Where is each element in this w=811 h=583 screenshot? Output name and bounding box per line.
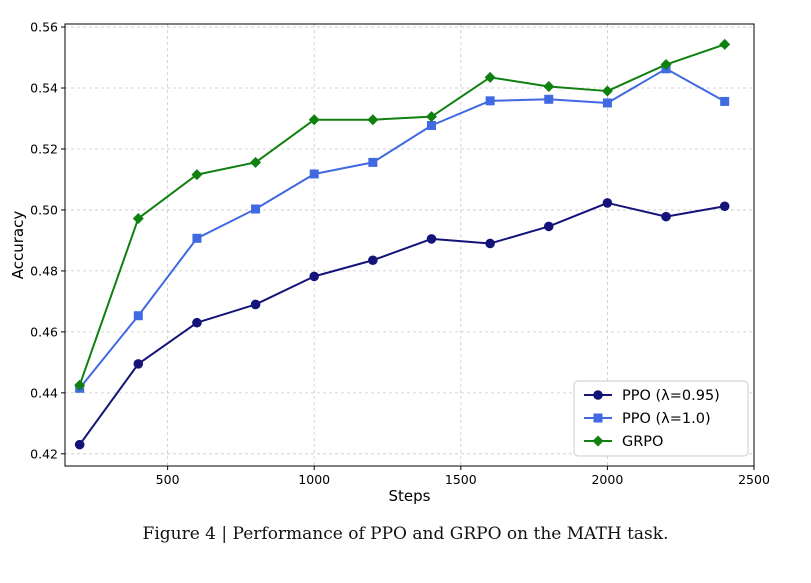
data-point — [425, 111, 437, 123]
data-point — [309, 169, 319, 179]
data-point — [250, 156, 262, 168]
data-point — [484, 71, 496, 83]
grid — [65, 24, 755, 466]
x-tick-label: 1000 — [298, 472, 330, 487]
x-tick-label: 2000 — [591, 472, 623, 487]
line-chart: 500 1000 1500 2000 2500 0.42 0.44 0.46 0.48 0.50 0… — [9, 20, 770, 505]
legend: PPO (λ=0.95) PPO (λ=1.0) GRPO — [573, 380, 749, 457]
data-point — [426, 121, 436, 131]
x-tick-label: 2500 — [738, 472, 770, 487]
data-point — [485, 96, 495, 106]
data-point — [602, 198, 613, 208]
data-point — [485, 238, 495, 249]
legend-marker — [592, 435, 604, 447]
legend-item: PPO (λ=1.0) — [584, 411, 711, 427]
data-point — [368, 255, 378, 266]
data-point — [368, 157, 378, 167]
figure-caption: Figure 4 | Performance of PPO and GRPO o… — [142, 524, 669, 544]
data-point — [602, 98, 612, 108]
data-point — [543, 221, 554, 232]
series-layer — [74, 38, 731, 450]
legend-item: PPO (λ=0.95) — [584, 388, 720, 404]
x-tick-label: 1500 — [445, 472, 477, 487]
y-tick-label: 0.46 — [30, 324, 58, 339]
series-1 — [75, 64, 730, 393]
series-line — [78, 43, 726, 386]
y-tick-label: 0.54 — [30, 81, 58, 96]
x-axis-label: Steps — [389, 487, 431, 505]
y-tick-label: 0.50 — [30, 202, 58, 217]
legend-box — [573, 380, 749, 457]
series-line — [78, 67, 726, 389]
y-axis-label: Accuracy — [9, 211, 27, 280]
series-2 — [74, 38, 731, 391]
data-point — [309, 271, 320, 282]
data-point — [719, 38, 731, 50]
legend-marker — [593, 413, 603, 423]
data-point — [661, 211, 671, 222]
data-point — [250, 299, 261, 310]
y-tick-label: 0.52 — [30, 141, 58, 156]
y-tick-label: 0.44 — [30, 385, 58, 400]
y-tick-label: 0.48 — [30, 263, 58, 278]
data-point — [192, 317, 202, 328]
axes: 500 1000 1500 2000 2500 0.42 0.44 0.46 0.48 0.50 0… — [30, 20, 770, 487]
series-line — [78, 201, 725, 446]
data-point — [543, 80, 555, 92]
data-point — [367, 114, 379, 126]
data-point — [133, 311, 143, 321]
data-point — [192, 233, 202, 243]
plot-frame — [64, 23, 755, 467]
legend-marker — [593, 390, 603, 400]
data-point — [74, 439, 85, 450]
legend-label: PPO (λ=0.95) — [622, 388, 720, 404]
legend-label: PPO (λ=1.0) — [622, 411, 711, 427]
y-tick-label: 0.56 — [30, 20, 58, 35]
data-point — [544, 94, 554, 104]
data-point — [720, 96, 730, 106]
y-tick-label: 0.42 — [30, 446, 58, 461]
data-point — [660, 59, 672, 71]
data-point — [308, 114, 320, 126]
x-tick-label: 500 — [156, 472, 180, 487]
legend-label: GRPO — [622, 434, 663, 450]
data-point — [719, 201, 730, 212]
data-point — [426, 234, 437, 244]
data-point — [191, 169, 203, 181]
legend-item: GRPO — [584, 434, 663, 450]
data-point — [251, 204, 261, 214]
series-0 — [74, 198, 730, 450]
data-point — [133, 359, 144, 369]
data-point — [74, 379, 86, 391]
data-point — [132, 212, 144, 224]
data-point — [601, 85, 613, 97]
